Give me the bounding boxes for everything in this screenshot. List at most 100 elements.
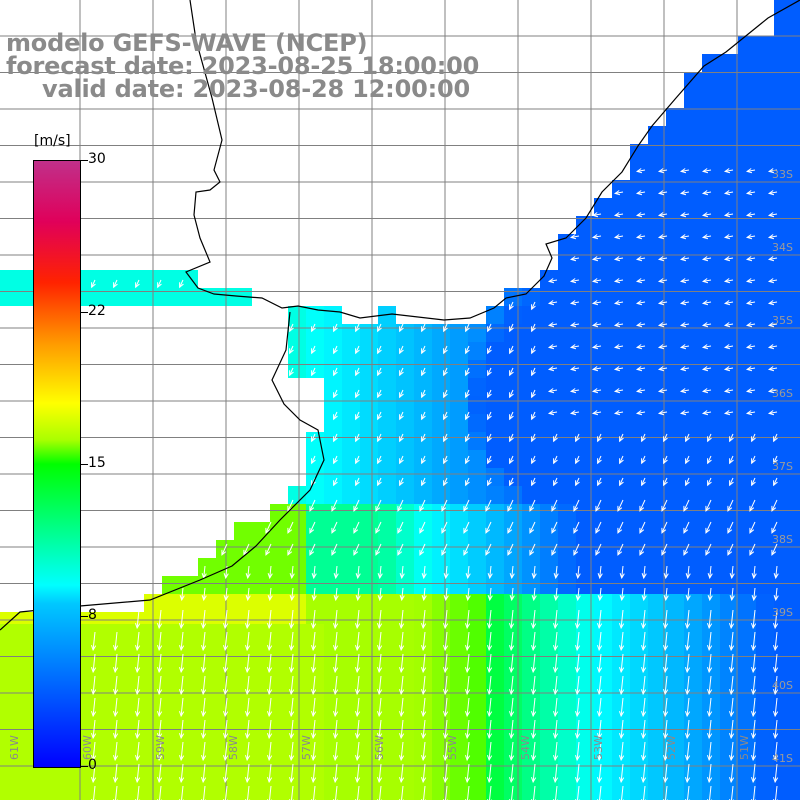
wind-arrow (683, 499, 690, 512)
wind-arrow-head (531, 304, 536, 311)
wind-arrow (421, 323, 426, 332)
wind-cell (738, 432, 756, 450)
wind-arrow-head (508, 689, 515, 696)
wind-arrow-head (657, 344, 665, 350)
wind-arrow (333, 433, 338, 442)
color-scale-bar (33, 160, 81, 768)
wind-arrow-head (178, 711, 185, 718)
wind-arrow (312, 741, 316, 760)
wind-cell (756, 522, 774, 540)
wind-arrow (576, 741, 580, 760)
wind-arrow (637, 323, 646, 326)
wind-arrow-head (596, 733, 603, 740)
wind-arrow (441, 499, 448, 512)
wind-arrow-head (354, 645, 361, 652)
wind-arrow (664, 741, 668, 760)
wind-arrow-head (530, 689, 537, 696)
wind-arrow-head (640, 733, 647, 740)
wind-arrow (444, 675, 448, 694)
wind-arrow (334, 763, 338, 782)
wind-arrow-head (662, 667, 669, 674)
wind-arrow-head (529, 527, 535, 534)
wind-arrow-head (375, 527, 381, 534)
wind-cell (468, 504, 486, 522)
wind-cell (432, 342, 450, 360)
wind-arrow (397, 543, 404, 556)
wind-arrow (637, 367, 646, 370)
wind-arrow-head (463, 549, 469, 556)
wind-cell (396, 504, 414, 522)
wind-cell (360, 468, 378, 486)
wind-cell (702, 90, 720, 108)
wind-cell (342, 792, 360, 800)
wind-arrow (642, 719, 646, 738)
wind-arrow (466, 763, 470, 782)
wind-cell (126, 768, 144, 786)
wind-cell (756, 540, 774, 558)
wind-arrow (681, 301, 690, 304)
wind-cell (612, 756, 630, 774)
wind-arrow (551, 543, 558, 556)
wind-arrow-head (553, 595, 559, 602)
wind-cell (180, 288, 198, 306)
wind-arrow (355, 389, 360, 398)
wind-arrow (708, 675, 712, 694)
wind-arrow-head (749, 549, 755, 556)
wind-arrow-head (90, 689, 97, 696)
wind-cell (774, 252, 792, 270)
wind-arrow (751, 433, 756, 442)
wind-cell (720, 216, 738, 234)
wind-arrow (642, 697, 646, 716)
wind-arrow (703, 191, 712, 194)
wind-arrow-head (661, 527, 667, 534)
wind-arrow (312, 697, 316, 716)
wind-arrow-head (287, 549, 293, 556)
wind-arrow-head (486, 711, 493, 718)
wind-arrow (549, 323, 558, 326)
wind-arrow (615, 411, 624, 414)
wind-cell (702, 54, 720, 72)
wind-cell (756, 774, 774, 792)
wind-arrow (268, 631, 272, 650)
wind-arrow-head (354, 733, 361, 740)
wind-arrow-head (531, 414, 536, 421)
wind-cell (90, 642, 108, 660)
wind-arrow-head (750, 777, 757, 784)
wind-arrow-head (663, 480, 668, 487)
wind-arrow-head (134, 689, 141, 696)
wind-arrow-head (399, 458, 404, 465)
wind-cell (594, 306, 612, 324)
lat-label: 36S (772, 387, 793, 400)
wind-arrow-head (767, 278, 775, 284)
wind-arrow-head (222, 733, 229, 740)
wind-arrow-head (701, 410, 709, 416)
wind-cell (216, 558, 234, 576)
valid-date: valid date: 2023-08-28 12:00:00 (42, 75, 470, 103)
wind-cell (774, 288, 792, 306)
wind-arrow (685, 455, 690, 464)
wind-cell (396, 738, 414, 756)
wind-cell (756, 432, 774, 450)
wind-arrow-head (530, 733, 537, 740)
wind-cell (666, 396, 684, 414)
wind-cell (180, 714, 198, 732)
wind-arrow-head (377, 348, 382, 355)
wind-cell (198, 732, 216, 750)
wind-arrow-head (750, 711, 757, 718)
wind-arrow (441, 543, 448, 556)
wind-arrow (533, 587, 536, 600)
wind-cell (522, 666, 540, 684)
wind-cell (270, 786, 288, 800)
wind-arrow-head (486, 667, 493, 674)
wind-arrow (289, 367, 294, 376)
wind-arrow (289, 345, 294, 354)
wind-arrow-head (288, 711, 295, 718)
wind-arrow-head (635, 278, 643, 284)
wind-cell (324, 396, 342, 414)
wind-arrow-head (635, 190, 643, 196)
wind-cell (756, 90, 774, 108)
wind-cell (702, 738, 720, 756)
wind-arrow-head (508, 777, 515, 784)
wind-arrow-head (657, 234, 665, 240)
wind-cell (288, 486, 306, 504)
